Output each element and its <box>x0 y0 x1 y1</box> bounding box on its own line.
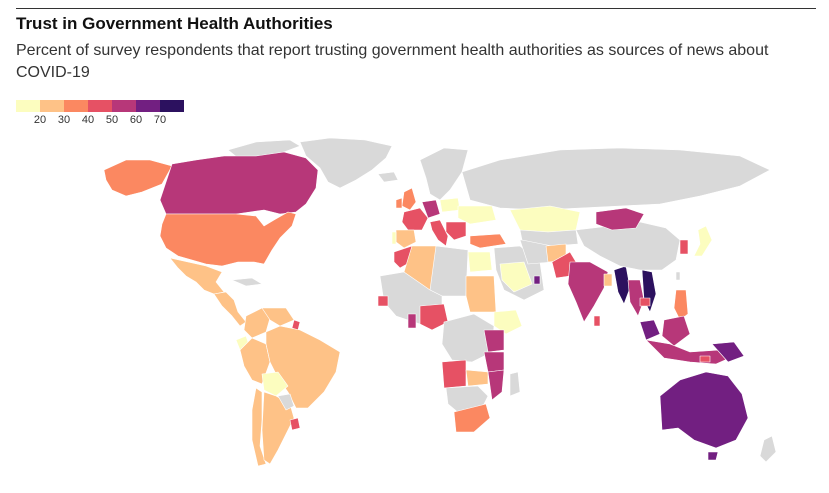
central-america <box>213 291 247 327</box>
canada <box>159 151 319 215</box>
tasmania <box>707 451 719 461</box>
madagascar <box>509 371 521 397</box>
oman <box>533 275 541 285</box>
paraguay <box>277 393 295 411</box>
central-asia <box>519 229 579 247</box>
legend-swatches <box>16 100 186 112</box>
legend-swatch <box>136 100 160 112</box>
nigeria <box>419 303 449 331</box>
malaysia <box>639 319 661 341</box>
uruguay <box>289 417 301 431</box>
turkey <box>469 233 507 249</box>
ukraine <box>457 205 497 225</box>
portugal <box>391 231 397 245</box>
south-africa <box>453 403 491 433</box>
sudan <box>465 275 497 313</box>
legend-swatch <box>40 100 64 112</box>
greenland <box>299 137 393 189</box>
korea <box>679 239 689 255</box>
chile <box>251 387 267 467</box>
borneo <box>661 315 691 347</box>
legend-swatch <box>88 100 112 112</box>
legend-swatch <box>64 100 88 112</box>
usa <box>159 211 297 267</box>
legend-tick: 30 <box>57 114 71 126</box>
sri-lanka <box>593 315 601 327</box>
legend-swatch <box>16 100 40 112</box>
france <box>401 207 429 231</box>
scandinavia <box>419 147 469 201</box>
ghana <box>407 313 417 329</box>
north-africa <box>429 245 469 297</box>
chart-title: Trust in Government Health Authorities <box>16 14 333 33</box>
ireland <box>395 197 403 209</box>
new-zealand <box>759 435 777 463</box>
myanmar <box>613 265 631 305</box>
alaska <box>103 159 173 197</box>
italy <box>429 219 449 247</box>
tanzania <box>483 351 505 373</box>
saudi-arabia <box>499 261 533 293</box>
philippines <box>673 289 689 321</box>
cambodia <box>639 297 651 307</box>
balkans <box>445 221 467 241</box>
color-legend: 20 30 40 50 60 70 <box>16 100 186 126</box>
senegal <box>377 295 389 307</box>
australia <box>659 371 749 449</box>
zambia <box>465 369 489 387</box>
ethiopia <box>493 309 523 335</box>
taiwan <box>675 271 681 281</box>
cuba <box>231 277 263 287</box>
thailand <box>627 279 645 317</box>
bolivia <box>261 371 289 397</box>
legend-ticks: 20 30 40 50 60 70 <box>16 112 186 126</box>
world-map <box>103 137 777 467</box>
chart-subtitle: Percent of survey respondents that repor… <box>16 42 769 81</box>
japan <box>693 225 713 257</box>
brazil <box>265 325 341 409</box>
legend-tick: 20 <box>33 114 47 126</box>
peru <box>239 337 271 385</box>
kazakhstan <box>509 205 581 233</box>
legend-tick: 70 <box>153 114 167 126</box>
mozambique <box>487 369 505 401</box>
legend-tick: 50 <box>105 114 119 126</box>
poland <box>439 197 461 213</box>
legend-swatch <box>160 100 184 112</box>
germany <box>421 199 441 219</box>
east-timor <box>699 355 711 363</box>
top-rule <box>16 8 816 9</box>
uk <box>401 187 417 211</box>
kenya <box>483 329 505 353</box>
legend-tick: 40 <box>81 114 95 126</box>
venezuela <box>261 307 295 327</box>
legend-tick: 60 <box>129 114 143 126</box>
egypt <box>467 251 493 273</box>
legend-swatch <box>112 100 136 112</box>
central-africa <box>441 313 495 363</box>
india <box>567 261 609 323</box>
iceland <box>377 171 399 183</box>
russia <box>461 147 771 211</box>
spain <box>395 229 417 249</box>
bangladesh <box>603 273 613 287</box>
mongolia <box>595 207 645 231</box>
angola <box>441 359 467 389</box>
new-guinea <box>711 341 745 363</box>
